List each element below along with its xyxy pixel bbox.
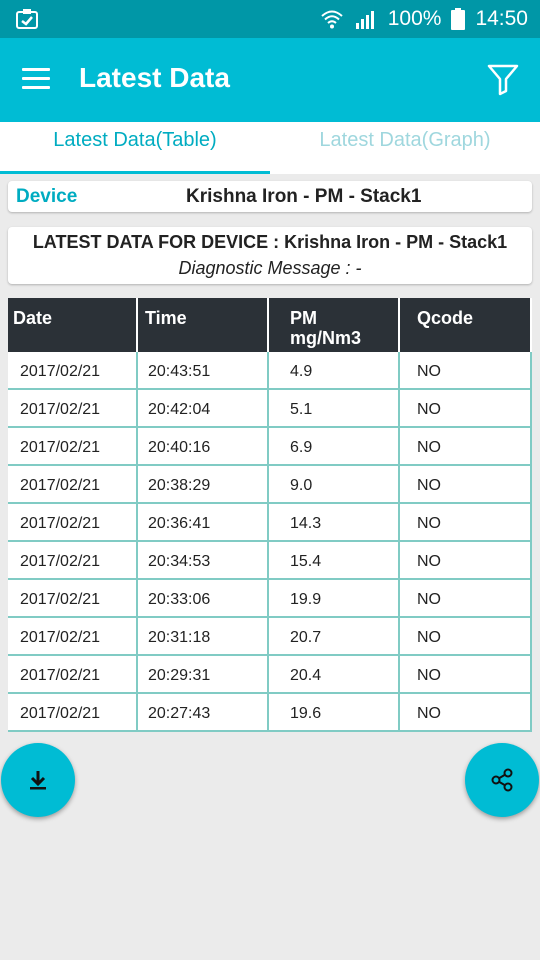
table-row: 2017/02/21 20:42:04 5.1 NO	[8, 390, 532, 428]
signal-icon	[355, 11, 374, 29]
filter-icon[interactable]	[486, 62, 520, 96]
device-label: Device	[16, 186, 78, 207]
device-info-card: LATEST DATA FOR DEVICE : Krishna Iron - …	[8, 227, 532, 284]
cell-time: 20:36:41	[138, 504, 269, 542]
header-pm-label: PM	[290, 308, 317, 328]
cell-qcode: NO	[400, 694, 532, 732]
cell-pm: 9.0	[269, 466, 400, 504]
device-card[interactable]: Device Krishna Iron - PM - Stack1	[8, 181, 532, 212]
table-row: 2017/02/21 20:29:31 20.4 NO	[8, 656, 532, 694]
cell-date: 2017/02/21	[8, 580, 138, 618]
status-bar: 100% 14:50	[0, 0, 540, 38]
cell-time: 20:34:53	[138, 542, 269, 580]
cell-qcode: NO	[400, 352, 532, 390]
download-icon	[30, 771, 46, 790]
cell-time: 20:31:18	[138, 618, 269, 656]
clipboard-check-icon	[16, 9, 38, 29]
cell-pm: 6.9	[269, 428, 400, 466]
device-name: Krishna Iron - PM - Stack1	[186, 186, 422, 207]
app-bar: Latest Data	[0, 38, 540, 122]
cell-time: 20:33:06	[138, 580, 269, 618]
battery-percent: 100%	[387, 7, 442, 30]
cell-time: 20:42:04	[138, 390, 269, 428]
cell-qcode: NO	[400, 580, 532, 618]
cell-qcode: NO	[400, 618, 532, 656]
table-row: 2017/02/21 20:36:41 14.3 NO	[8, 504, 532, 542]
battery-icon	[451, 8, 466, 30]
table-row: 2017/02/21 20:40:16 6.9 NO	[8, 428, 532, 466]
download-button[interactable]	[1, 743, 75, 817]
clock: 14:50	[475, 7, 528, 30]
cell-date: 2017/02/21	[8, 542, 138, 580]
data-table: Date Time PM mg/Nm3 Qcode 2017/02/21 20:…	[8, 298, 532, 732]
cell-qcode: NO	[400, 542, 532, 580]
cell-time: 20:29:31	[138, 656, 269, 694]
cell-pm: 5.1	[269, 390, 400, 428]
cell-pm: 20.7	[269, 618, 400, 656]
wifi-icon	[321, 10, 343, 29]
table-header: Date Time PM mg/Nm3 Qcode	[8, 298, 532, 352]
cell-qcode: NO	[400, 428, 532, 466]
cell-time: 20:38:29	[138, 466, 269, 504]
table-row: 2017/02/21 20:34:53 15.4 NO	[8, 542, 532, 580]
latest-data-header: LATEST DATA FOR DEVICE : Krishna Iron - …	[32, 232, 508, 252]
cell-date: 2017/02/21	[8, 656, 138, 694]
cell-qcode: NO	[400, 656, 532, 694]
diagnostic-message: Diagnostic Message : -	[178, 258, 362, 278]
hamburger-menu-icon[interactable]	[22, 68, 50, 90]
cell-qcode: NO	[400, 390, 532, 428]
cell-qcode: NO	[400, 504, 532, 542]
cell-pm: 15.4	[269, 542, 400, 580]
cell-date: 2017/02/21	[8, 428, 138, 466]
tab-latest-data-table[interactable]: Latest Data(Table)	[0, 122, 270, 174]
cell-time: 20:27:43	[138, 694, 269, 732]
cell-date: 2017/02/21	[8, 694, 138, 732]
table-row: 2017/02/21 20:33:06 19.9 NO	[8, 580, 532, 618]
header-pm: PM mg/Nm3	[269, 298, 400, 352]
cell-time: 20:40:16	[138, 428, 269, 466]
cell-date: 2017/02/21	[8, 466, 138, 504]
cell-date: 2017/02/21	[8, 504, 138, 542]
table-row: 2017/02/21 20:31:18 20.7 NO	[8, 618, 532, 656]
page-title: Latest Data	[79, 62, 230, 93]
table-row: 2017/02/21 20:43:51 4.9 NO	[8, 352, 532, 390]
cell-qcode: NO	[400, 466, 532, 504]
cell-time: 20:43:51	[138, 352, 269, 390]
share-icon	[491, 768, 513, 792]
table-row: 2017/02/21 20:38:29 9.0 NO	[8, 466, 532, 504]
header-date: Date	[8, 298, 138, 352]
header-qcode: Qcode	[400, 298, 532, 352]
cell-pm: 19.9	[269, 580, 400, 618]
cell-pm: 4.9	[269, 352, 400, 390]
cell-date: 2017/02/21	[8, 352, 138, 390]
share-button[interactable]	[465, 743, 539, 817]
tab-bar: Latest Data(Table) Latest Data(Graph)	[0, 122, 540, 174]
table-row: 2017/02/21 20:27:43 19.6 NO	[8, 694, 532, 732]
header-pm-unit: mg/Nm3	[290, 328, 362, 348]
cell-pm: 14.3	[269, 504, 400, 542]
cell-pm: 20.4	[269, 656, 400, 694]
header-time: Time	[138, 298, 269, 352]
tab-latest-data-graph[interactable]: Latest Data(Graph)	[319, 129, 491, 151]
cell-date: 2017/02/21	[8, 618, 138, 656]
cell-pm: 19.6	[269, 694, 400, 732]
cell-date: 2017/02/21	[8, 390, 138, 428]
